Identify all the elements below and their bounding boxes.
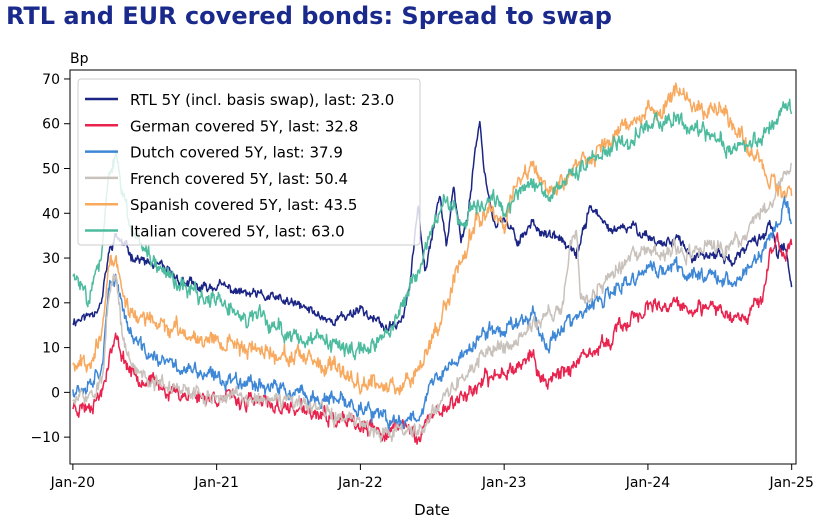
y-tick: 50 [42,162,70,178]
series-line-3 [72,195,793,432]
legend-label-1: RTL 5Y (incl. basis swap), last: 23.0 [130,91,394,109]
x-tick-label: Jan-25 [768,475,813,491]
x-tick: Jan-22 [337,464,383,491]
x-tick: Jan-21 [193,464,239,491]
y-axis-label: Bp [70,51,89,67]
y-tick-label: 60 [42,117,60,133]
y-tick: −10 [30,430,70,446]
x-tick-label: Jan-21 [193,475,238,491]
y-tick: 60 [42,117,70,133]
y-tick: 10 [42,341,70,357]
x-tick-label: Jan-20 [50,475,95,491]
y-tick: 30 [42,251,70,267]
y-tick-label: 0 [51,385,60,401]
x-tick: Jan-24 [625,464,671,491]
y-tick: 40 [42,206,70,222]
legend-label-3: Dutch covered 5Y, last: 37.9 [130,144,343,162]
series-lines [72,82,793,445]
y-tick-label: 70 [42,72,60,88]
plot-frame [69,69,797,465]
y-tick: 20 [42,296,70,312]
legend-label-5: Spanish covered 5Y, last: 43.5 [130,196,357,214]
x-tick-label: Jan-23 [481,475,526,491]
legend-label-6: Italian covered 5Y, last: 63.0 [130,223,345,241]
series-line-6 [72,98,793,361]
y-tick-label: 40 [42,206,60,222]
legend: RTL 5Y (incl. basis swap), last: 23.0 Ger… [77,78,421,246]
legend-label-2: German covered 5Y, last: 32.8 [130,117,358,135]
legend-box [77,78,421,246]
x-tick: Jan-20 [50,464,95,491]
series-line-4 [72,162,793,443]
legend-label-4: French covered 5Y, last: 50.4 [130,170,348,188]
series-line-5 [72,82,793,396]
x-tick: Jan-25 [768,464,814,491]
x-tick-label: Jan-24 [625,475,671,491]
y-tick-label: 20 [42,296,60,312]
y-tick-label: 10 [42,341,60,357]
x-tick-label: Jan-22 [337,475,382,491]
y-tick-label: 50 [42,162,60,178]
y-tick: 0 [51,385,70,401]
chart-title: RTL and EUR covered bonds: Spread to swa… [6,2,612,30]
y-tick-label: 30 [42,251,60,267]
y-tick-label: −10 [30,430,60,446]
series-line-1 [72,120,793,332]
x-axis-label: Date [414,501,450,519]
y-tick: 70 [42,72,70,88]
x-tick: Jan-23 [481,464,526,491]
